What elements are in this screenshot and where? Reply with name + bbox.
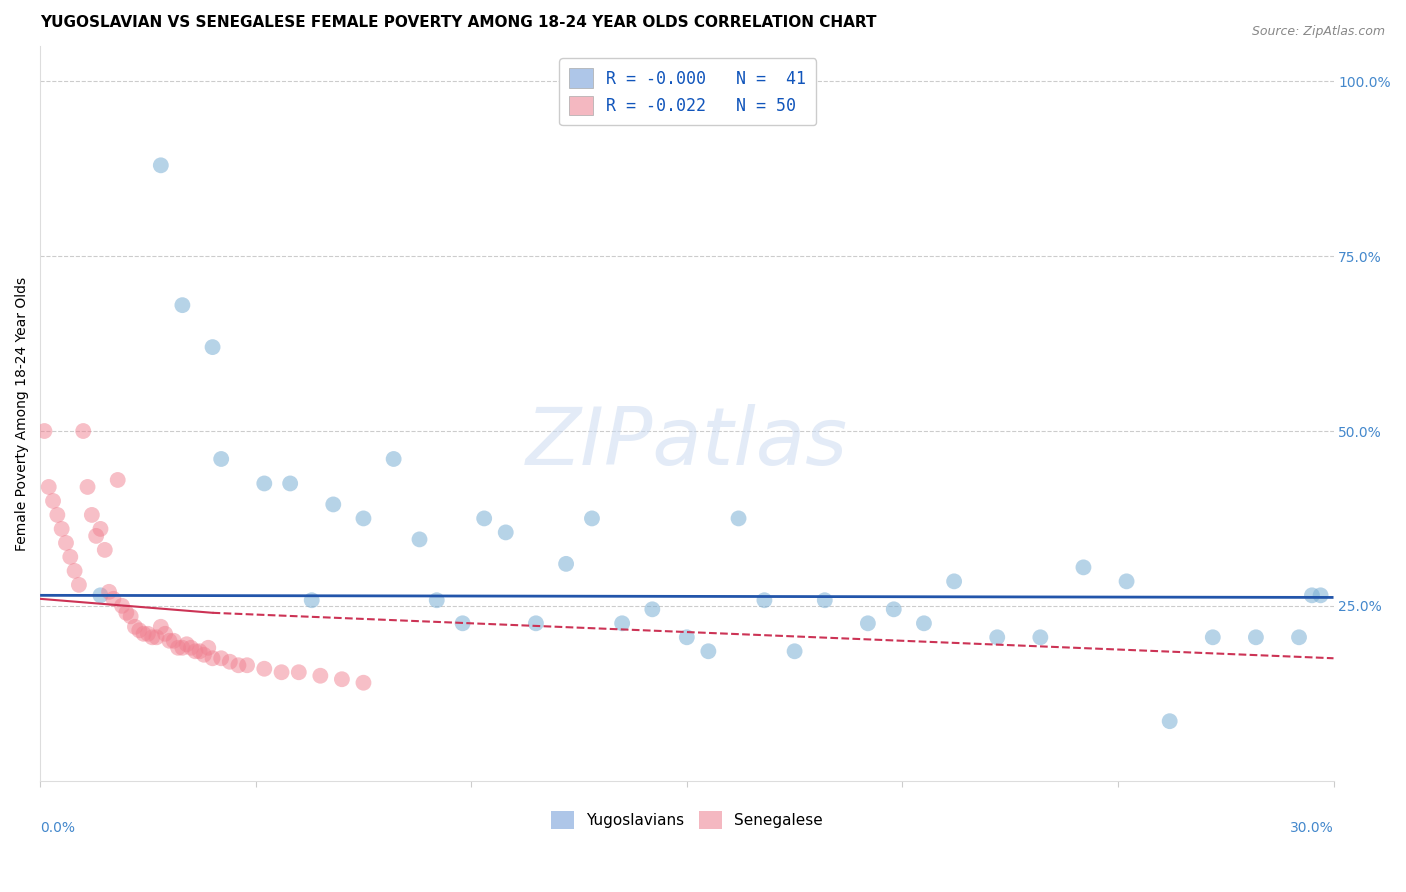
Point bbox=[201, 340, 224, 354]
Point bbox=[51, 522, 73, 536]
Point bbox=[408, 533, 430, 547]
Point bbox=[451, 616, 474, 631]
Point bbox=[228, 658, 250, 673]
Point bbox=[322, 498, 344, 512]
Point bbox=[180, 640, 202, 655]
Point bbox=[288, 665, 311, 680]
Point bbox=[115, 606, 138, 620]
Point bbox=[80, 508, 103, 522]
Point bbox=[253, 662, 276, 676]
Point bbox=[55, 536, 77, 550]
Point bbox=[236, 658, 259, 673]
Point bbox=[986, 630, 1008, 644]
Point bbox=[153, 627, 176, 641]
Point bbox=[176, 637, 198, 651]
Point bbox=[727, 511, 749, 525]
Point bbox=[149, 620, 172, 634]
Point bbox=[136, 627, 159, 641]
Point bbox=[353, 675, 375, 690]
Point bbox=[107, 473, 129, 487]
Point bbox=[1301, 588, 1323, 602]
Point bbox=[1288, 630, 1310, 644]
Point bbox=[353, 511, 375, 525]
Point bbox=[754, 593, 776, 607]
Point bbox=[46, 508, 69, 522]
Point bbox=[641, 602, 664, 616]
Point bbox=[120, 609, 142, 624]
Text: 30.0%: 30.0% bbox=[1289, 821, 1333, 835]
Point bbox=[524, 616, 547, 631]
Point bbox=[111, 599, 134, 613]
Point bbox=[783, 644, 806, 658]
Point bbox=[675, 630, 697, 644]
Point bbox=[697, 644, 720, 658]
Text: YUGOSLAVIAN VS SENEGALESE FEMALE POVERTY AMONG 18-24 YEAR OLDS CORRELATION CHART: YUGOSLAVIAN VS SENEGALESE FEMALE POVERTY… bbox=[41, 15, 876, 30]
Point bbox=[124, 620, 146, 634]
Point bbox=[1309, 588, 1331, 602]
Point bbox=[163, 633, 186, 648]
Point bbox=[610, 616, 633, 631]
Text: ZIPatlas: ZIPatlas bbox=[526, 404, 848, 482]
Point bbox=[382, 452, 405, 467]
Point bbox=[301, 593, 323, 607]
Point bbox=[1029, 630, 1052, 644]
Point bbox=[42, 494, 65, 508]
Point bbox=[1202, 630, 1225, 644]
Point bbox=[426, 593, 449, 607]
Text: 0.0%: 0.0% bbox=[41, 821, 75, 835]
Text: Source: ZipAtlas.com: Source: ZipAtlas.com bbox=[1251, 25, 1385, 38]
Point bbox=[330, 672, 353, 686]
Point bbox=[278, 476, 301, 491]
Point bbox=[84, 529, 107, 543]
Point bbox=[94, 542, 117, 557]
Point bbox=[89, 588, 111, 602]
Point bbox=[141, 630, 163, 644]
Point bbox=[159, 633, 181, 648]
Point bbox=[201, 651, 224, 665]
Point bbox=[856, 616, 879, 631]
Point bbox=[76, 480, 98, 494]
Point bbox=[555, 557, 578, 571]
Point bbox=[128, 624, 150, 638]
Point bbox=[34, 424, 56, 438]
Point bbox=[270, 665, 292, 680]
Point bbox=[943, 574, 966, 589]
Point bbox=[184, 644, 207, 658]
Y-axis label: Female Poverty Among 18-24 Year Olds: Female Poverty Among 18-24 Year Olds bbox=[15, 277, 30, 550]
Point bbox=[581, 511, 603, 525]
Point bbox=[188, 644, 211, 658]
Point bbox=[63, 564, 86, 578]
Point bbox=[72, 424, 94, 438]
Point bbox=[1073, 560, 1095, 574]
Point bbox=[172, 640, 194, 655]
Point bbox=[149, 158, 172, 172]
Point bbox=[172, 298, 194, 312]
Point bbox=[209, 651, 232, 665]
Point bbox=[197, 640, 219, 655]
Point bbox=[309, 669, 332, 683]
Point bbox=[253, 476, 276, 491]
Point bbox=[59, 549, 82, 564]
Point bbox=[89, 522, 111, 536]
Point bbox=[193, 648, 215, 662]
Point bbox=[209, 452, 232, 467]
Point bbox=[912, 616, 935, 631]
Legend: Yugoslavians, Senegalese: Yugoslavians, Senegalese bbox=[544, 805, 830, 836]
Point bbox=[38, 480, 60, 494]
Point bbox=[98, 584, 121, 599]
Point bbox=[218, 655, 240, 669]
Point bbox=[495, 525, 517, 540]
Point bbox=[67, 578, 90, 592]
Point bbox=[883, 602, 905, 616]
Point bbox=[145, 630, 167, 644]
Point bbox=[1244, 630, 1267, 644]
Point bbox=[814, 593, 837, 607]
Point bbox=[103, 591, 125, 606]
Point bbox=[1159, 714, 1181, 729]
Point bbox=[1115, 574, 1137, 589]
Point bbox=[167, 640, 190, 655]
Point bbox=[132, 627, 155, 641]
Point bbox=[472, 511, 495, 525]
